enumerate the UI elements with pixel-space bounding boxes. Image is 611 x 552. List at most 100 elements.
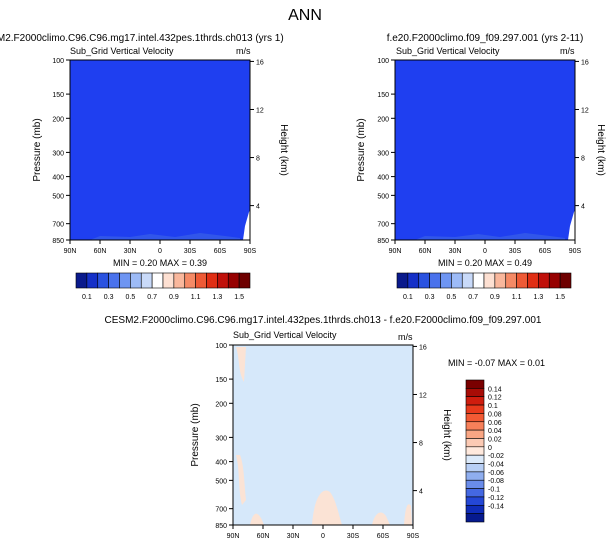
colorbar-label: -0.12 bbox=[488, 495, 504, 502]
y-tick-label: 300 bbox=[377, 150, 389, 157]
colorbar-label: 1.5 bbox=[234, 294, 244, 301]
y-tick-label: 700 bbox=[377, 222, 389, 229]
colorbar-swatch bbox=[465, 413, 485, 423]
x-tick-label: 30N bbox=[449, 248, 462, 255]
colorbar-swatch bbox=[238, 272, 251, 289]
colorbar-label: -0.14 bbox=[488, 503, 504, 510]
panel-3-subtitle: Sub_Grid Vertical Velocity bbox=[233, 330, 337, 340]
panel-3-pos-contour-e bbox=[372, 512, 390, 525]
x-tick-label: 60S bbox=[539, 248, 552, 255]
colorbar-label: 0.9 bbox=[490, 294, 500, 301]
colorbar-panel-2: 0.1 0.3 0.5 0.7 0.9 1.1 1.3 1.5 bbox=[396, 272, 572, 301]
panel-3-y2label: Height (km) bbox=[441, 409, 452, 461]
y-tick-label: 850 bbox=[215, 523, 227, 530]
panel-3-units: m/s bbox=[398, 332, 413, 342]
panel-1-stats: MIN = 0.20 MAX = 0.39 bbox=[113, 258, 207, 268]
colorbar-swatch bbox=[217, 272, 229, 289]
colorbar-label: 0.5 bbox=[447, 294, 457, 301]
colorbar-label: 0.9 bbox=[169, 294, 179, 301]
y-tick-label: 500 bbox=[377, 193, 389, 200]
page-title: ANN bbox=[288, 7, 322, 24]
y-tick-label: 500 bbox=[52, 193, 64, 200]
y-tick-label: 400 bbox=[52, 175, 64, 182]
y-tick-label: 700 bbox=[52, 222, 64, 229]
panel-2-title: f.e20.F2000climo.f09_f09.297.001 (yrs 2-… bbox=[387, 33, 584, 44]
y-tick-label: 700 bbox=[215, 507, 227, 514]
y-tick-label: 150 bbox=[215, 377, 227, 384]
panel-1: CESM2.F2000climo.C96.C96.mg17.intel.432p… bbox=[0, 33, 289, 268]
x-tick-label: 90S bbox=[569, 248, 582, 255]
colorbar-swatch bbox=[465, 504, 485, 514]
x-tick-label: 60N bbox=[419, 248, 432, 255]
panel-1-field bbox=[70, 60, 250, 240]
colorbar-swatch bbox=[130, 272, 142, 289]
colorbar-label: 0.1 bbox=[403, 294, 413, 301]
colorbar-label: 0.3 bbox=[425, 294, 435, 301]
colorbar-label: 1.3 bbox=[534, 294, 544, 301]
colorbar-swatch bbox=[465, 496, 485, 506]
colorbar-label: 0.02 bbox=[488, 436, 502, 443]
y-tick-label: 100 bbox=[377, 58, 389, 65]
x-tick-label: 90S bbox=[244, 248, 257, 255]
colorbar-label: 0.5 bbox=[126, 294, 136, 301]
x-tick-label: 30S bbox=[509, 248, 522, 255]
colorbar-swatch bbox=[516, 272, 528, 289]
y-tick-label: 400 bbox=[215, 460, 227, 467]
y-tick-label: 100 bbox=[52, 58, 64, 65]
y-tick-label: 500 bbox=[215, 478, 227, 485]
colorbar-swatch bbox=[429, 272, 441, 289]
colorbar-swatch bbox=[494, 272, 507, 289]
colorbar-swatch bbox=[151, 272, 164, 289]
colorbar-panel-3: 0.140.120.10.080.060.040.020-0.02-0.04-0… bbox=[465, 379, 504, 523]
colorbar-label: -0.1 bbox=[488, 487, 500, 494]
colorbar-swatch bbox=[465, 404, 485, 414]
colorbar-swatch bbox=[206, 272, 218, 289]
colorbar-label: 0.08 bbox=[488, 411, 502, 418]
colorbar-swatch bbox=[559, 272, 572, 289]
colorbar-swatch bbox=[472, 272, 485, 289]
colorbar-label: 0.04 bbox=[488, 428, 502, 435]
panel-2-white-corner bbox=[568, 210, 575, 240]
colorbar-swatch bbox=[86, 272, 99, 289]
y2-tick-label: 4 bbox=[419, 489, 423, 496]
panel-1-y2label: Height (km) bbox=[278, 124, 289, 176]
colorbar-swatch bbox=[465, 388, 485, 398]
colorbar-swatch bbox=[465, 421, 485, 431]
colorbar-label: -0.06 bbox=[488, 470, 504, 477]
panel-1-bottom-contour bbox=[90, 233, 240, 240]
colorbar-swatch bbox=[483, 272, 496, 289]
colorbar-swatch bbox=[97, 272, 109, 289]
colorbar-swatch bbox=[465, 429, 485, 439]
y2-tick-label: 4 bbox=[581, 204, 585, 211]
panel-2-y2label: Height (km) bbox=[595, 124, 606, 176]
colorbar-panel-1: 0.1 0.3 0.5 0.7 0.9 1.1 1.3 1.5 bbox=[75, 272, 251, 301]
x-tick-label: 90N bbox=[64, 248, 77, 255]
colorbar-swatch bbox=[465, 513, 485, 523]
x-tick-label: 0 bbox=[483, 248, 487, 255]
colorbar-swatch bbox=[465, 463, 485, 473]
panel-2-bottom-contour bbox=[415, 233, 565, 240]
colorbar-label: 0.7 bbox=[468, 294, 478, 301]
panel-3-title: CESM2.F2000climo.C96.C96.mg17.intel.432p… bbox=[105, 315, 542, 326]
x-tick-label: 90N bbox=[227, 533, 240, 540]
y2-tick-label: 12 bbox=[581, 107, 589, 114]
panel-1-units: m/s bbox=[236, 46, 251, 56]
colorbar-swatch bbox=[195, 272, 207, 289]
colorbar-label: -0.04 bbox=[488, 462, 504, 469]
panel-2-stats: MIN = 0.20 MAX = 0.49 bbox=[438, 258, 532, 268]
x-tick-label: 30S bbox=[347, 533, 360, 540]
x-tick-label: 30N bbox=[124, 248, 137, 255]
colorbar-swatch bbox=[465, 379, 485, 389]
colorbar-swatch bbox=[407, 272, 420, 289]
colorbar-label: -0.08 bbox=[488, 478, 504, 485]
panel-2-field bbox=[395, 60, 575, 240]
panel-3: CESM2.F2000climo.C96.C96.mg17.intel.432p… bbox=[105, 315, 546, 540]
y-tick-label: 850 bbox=[52, 238, 64, 245]
y2-tick-label: 8 bbox=[419, 441, 423, 448]
colorbar-label: 0.1 bbox=[488, 403, 498, 410]
panel-2-ticks: 90N 60N 30N 0 30S 60S 90S 100 150 200 300 400 500 700… bbox=[377, 58, 589, 255]
x-tick-label: 60N bbox=[94, 248, 107, 255]
colorbar-swatch bbox=[465, 446, 485, 456]
colorbar-swatch bbox=[527, 272, 539, 289]
